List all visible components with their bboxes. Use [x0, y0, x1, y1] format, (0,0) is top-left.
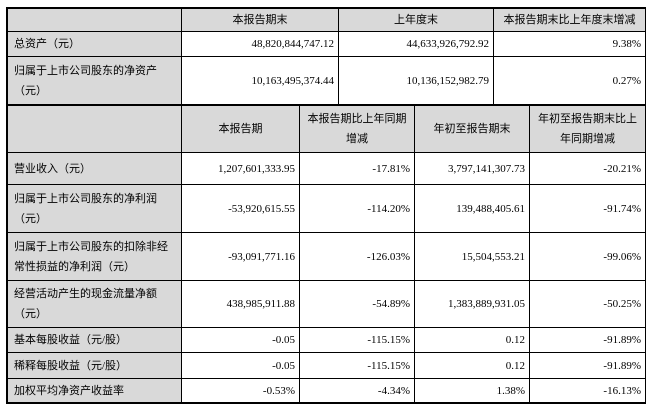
value-cell: 3,797,141,307.73	[414, 152, 530, 185]
column-header-change-vs-same-period: 本报告期比上年同期增减	[299, 105, 415, 153]
value-cell: 0.12	[414, 327, 530, 353]
value-cell: 139,488,405.61	[414, 184, 530, 233]
value-cell: 10,163,495,374.44	[181, 56, 339, 105]
table-row-net-assets: 归属于上市公司股东的净资产（元） 10,163,495,374.44 10,13…	[7, 56, 646, 105]
value-cell: 1,383,889,931.05	[414, 280, 530, 328]
value-cell: -91.89%	[529, 352, 646, 379]
row-label: 基本每股收益（元/股）	[7, 327, 182, 353]
value-cell: -99.06%	[529, 232, 646, 281]
value-cell: 44,633,926,792.92	[338, 31, 494, 57]
table-header-row: 本报告期末 上年度末 本报告期末比上年度末增减	[7, 8, 646, 32]
value-cell: -16.13%	[529, 378, 646, 403]
value-cell: -126.03%	[299, 232, 415, 281]
row-label: 营业收入（元）	[7, 152, 182, 185]
value-cell: 9.38%	[493, 31, 646, 57]
value-cell: -114.20%	[299, 184, 415, 233]
row-label: 归属于上市公司股东的扣除非经常性损益的净利润（元）	[7, 232, 182, 281]
corner-cell	[7, 8, 182, 32]
value-cell: -91.89%	[529, 327, 646, 353]
value-cell: -54.89%	[299, 280, 415, 328]
income-section-table: 本报告期 本报告期比上年同期增减 年初至报告期末 年初至报告期末比上年同期增减 …	[7, 105, 646, 403]
value-cell: 15,504,553.21	[414, 232, 530, 281]
row-label: 稀释每股收益（元/股）	[7, 352, 182, 379]
value-cell: 48,820,844,747.12	[181, 31, 339, 57]
value-cell: 0.27%	[493, 56, 646, 105]
table-row-total-assets: 总资产（元） 48,820,844,747.12 44,633,926,792.…	[7, 31, 646, 57]
table-row-net-profit-excl-nonrecurring: 归属于上市公司股东的扣除非经常性损益的净利润（元） -93,091,771.16…	[7, 232, 646, 281]
row-label: 经营活动产生的现金流量净额（元）	[7, 280, 182, 328]
value-cell: -0.05	[181, 327, 300, 353]
financial-report-table: 本报告期末 上年度末 本报告期末比上年度末增减 总资产（元） 48,820,84…	[6, 7, 646, 404]
value-cell: -0.05	[181, 352, 300, 379]
value-cell: -93,091,771.16	[181, 232, 300, 281]
table-row-diluted-eps: 稀释每股收益（元/股） -0.05 -115.15% 0.12 -91.89%	[7, 352, 646, 379]
column-header-change-vs-prior-year-end: 本报告期末比上年度末增减	[493, 8, 646, 32]
table-header-row: 本报告期 本报告期比上年同期增减 年初至报告期末 年初至报告期末比上年同期增减	[7, 105, 646, 153]
column-header-ytd-change-vs-same-period: 年初至报告期末比上年同期增减	[529, 105, 646, 153]
row-label: 加权平均净资产收益率	[7, 378, 182, 403]
value-cell: 0.12	[414, 352, 530, 379]
corner-cell	[7, 105, 182, 153]
value-cell: -50.25%	[529, 280, 646, 328]
value-cell: 1,207,601,333.95	[181, 152, 300, 185]
value-cell: -53,920,615.55	[181, 184, 300, 233]
balance-section-table: 本报告期末 上年度末 本报告期末比上年度末增减 总资产（元） 48,820,84…	[7, 8, 646, 105]
row-label: 归属于上市公司股东的净资产（元）	[7, 56, 182, 105]
table-row-basic-eps: 基本每股收益（元/股） -0.05 -115.15% 0.12 -91.89%	[7, 327, 646, 353]
table-row-operating-revenue: 营业收入（元） 1,207,601,333.95 -17.81% 3,797,1…	[7, 152, 646, 185]
column-header-current-period-end: 本报告期末	[181, 8, 339, 32]
value-cell: -20.21%	[529, 152, 646, 185]
value-cell: 438,985,911.88	[181, 280, 300, 328]
column-header-current-period: 本报告期	[181, 105, 300, 153]
value-cell: -4.34%	[299, 378, 415, 403]
column-header-prior-year-end: 上年度末	[338, 8, 494, 32]
value-cell: -0.53%	[181, 378, 300, 403]
value-cell: 10,136,152,982.79	[338, 56, 494, 105]
table-row-net-profit: 归属于上市公司股东的净利润（元） -53,920,615.55 -114.20%…	[7, 184, 646, 233]
table-row-weighted-avg-roe: 加权平均净资产收益率 -0.53% -4.34% 1.38% -16.13%	[7, 378, 646, 403]
column-header-year-to-date: 年初至报告期末	[414, 105, 530, 153]
row-label: 总资产（元）	[7, 31, 182, 57]
value-cell: -91.74%	[529, 184, 646, 233]
value-cell: -115.15%	[299, 352, 415, 379]
value-cell: -115.15%	[299, 327, 415, 353]
row-label: 归属于上市公司股东的净利润（元）	[7, 184, 182, 233]
value-cell: -17.81%	[299, 152, 415, 185]
value-cell: 1.38%	[414, 378, 530, 403]
table-row-operating-cash-flow: 经营活动产生的现金流量净额（元） 438,985,911.88 -54.89% …	[7, 280, 646, 328]
